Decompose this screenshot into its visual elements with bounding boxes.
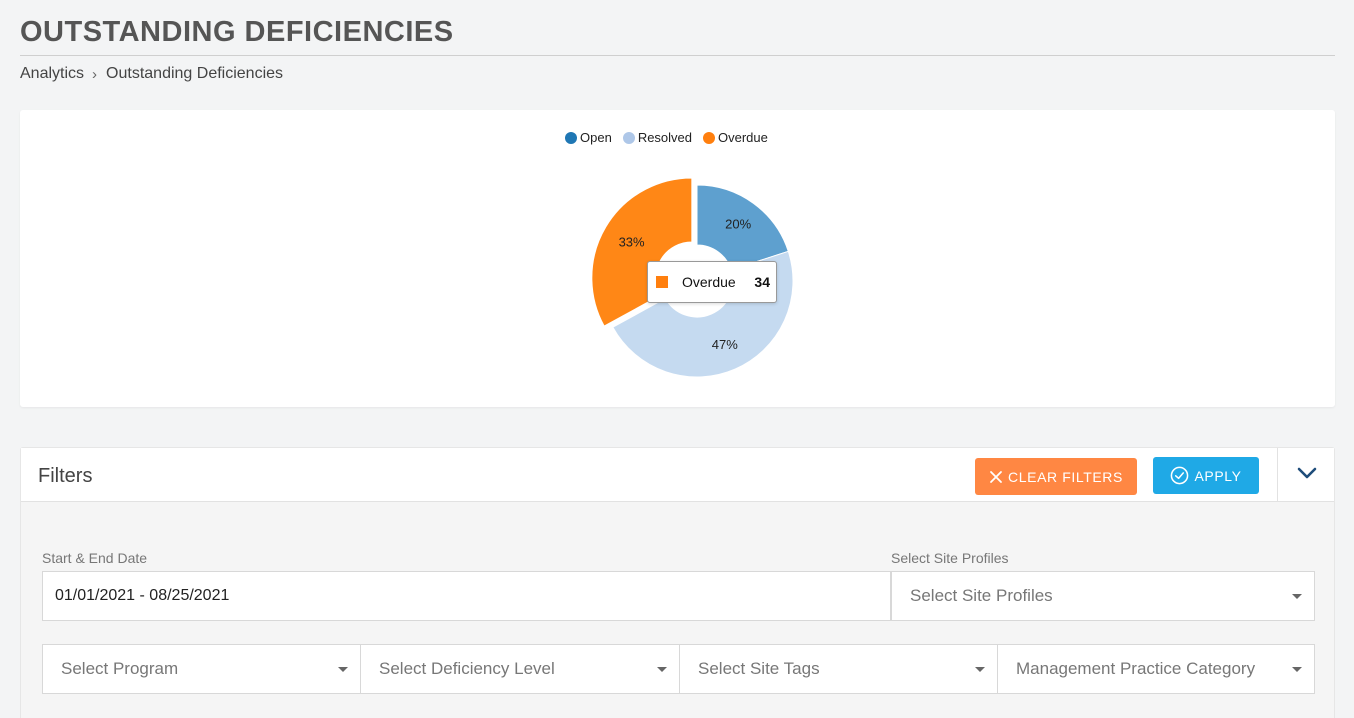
chevron-right-icon: › [92, 65, 98, 83]
check-circle-icon [1170, 466, 1189, 485]
program-select[interactable]: Select Program [42, 644, 361, 694]
filters-header: Filters CLEAR FILTERS APPLY [21, 448, 1334, 502]
legend-label-resolved: Resolved [637, 130, 693, 145]
pie-slice-overdue[interactable] [591, 177, 693, 327]
site-tags-select[interactable]: Select Site Tags [679, 644, 998, 694]
legend-swatch-overdue [703, 131, 716, 144]
breadcrumb-analytics[interactable]: Analytics [20, 65, 85, 82]
pie-slice-open[interactable] [696, 184, 789, 271]
tooltip-value: 34 [754, 274, 770, 290]
site-profiles-select[interactable]: Select Site Profiles [891, 571, 1315, 621]
apply-label: APPLY [1194, 467, 1242, 484]
mgmt-category-placeholder: Management Practice Category [1016, 659, 1256, 678]
collapse-filters-toggle[interactable] [1277, 448, 1336, 502]
caret-down-icon [338, 667, 348, 672]
chart-card: Open Resolved Overdue 20% 47% 33% Overdue … [20, 110, 1335, 407]
pie-label-resolved: 47% [712, 337, 738, 352]
tooltip-label: Overdue [682, 274, 736, 290]
legend-item-resolved[interactable]: Resolved [622, 130, 693, 145]
caret-down-icon [657, 667, 667, 672]
caret-down-icon [1292, 594, 1302, 599]
program-placeholder: Select Program [61, 659, 179, 678]
clear-filters-button[interactable]: CLEAR FILTERS [975, 458, 1137, 495]
apply-button[interactable]: APPLY [1153, 457, 1259, 494]
breadcrumb-current: Outstanding Deficiencies [106, 65, 284, 82]
close-x-icon [989, 470, 1003, 484]
filters-panel: Filters CLEAR FILTERS APPLY Start & End … [20, 447, 1335, 718]
legend-swatch-resolved [622, 131, 635, 144]
site-profiles-label: Select Site Profiles [891, 550, 1009, 566]
chevron-down-icon [1297, 466, 1317, 484]
chart-legend: Open Resolved Overdue [565, 130, 779, 145]
caret-down-icon [1292, 667, 1302, 672]
caret-down-icon [975, 667, 985, 672]
title-divider [20, 55, 1335, 56]
deficiency-level-select[interactable]: Select Deficiency Level [360, 644, 680, 694]
management-practice-category-select[interactable]: Management Practice Category [997, 644, 1315, 694]
site-profiles-placeholder: Select Site Profiles [910, 586, 1053, 605]
legend-swatch-open [565, 131, 577, 144]
pie-label-open: 20% [725, 216, 751, 231]
clear-filters-label: CLEAR FILTERS [1008, 468, 1123, 485]
donut-chart: 20% 47% 33% [591, 177, 794, 378]
breadcrumb: Analytics › Outstanding Deficiencies [20, 65, 283, 83]
page-title: OUTSTANDING DEFICIENCIES [20, 16, 454, 48]
date-range-input[interactable]: 01/01/2021 - 08/25/2021 [42, 571, 891, 621]
pie-label-overdue: 33% [619, 234, 645, 249]
deficiency-level-placeholder: Select Deficiency Level [379, 659, 555, 678]
site-tags-placeholder: Select Site Tags [698, 659, 820, 678]
date-range-label: Start & End Date [42, 550, 148, 566]
tooltip-swatch [656, 276, 668, 288]
legend-label-overdue: Overdue [718, 130, 768, 145]
legend-item-overdue[interactable]: Overdue [703, 130, 768, 145]
chart-tooltip: Overdue 34 [647, 261, 777, 303]
legend-label-open: Open [580, 130, 612, 145]
filters-title: Filters [38, 465, 93, 487]
legend-item-open[interactable]: Open [565, 130, 612, 145]
